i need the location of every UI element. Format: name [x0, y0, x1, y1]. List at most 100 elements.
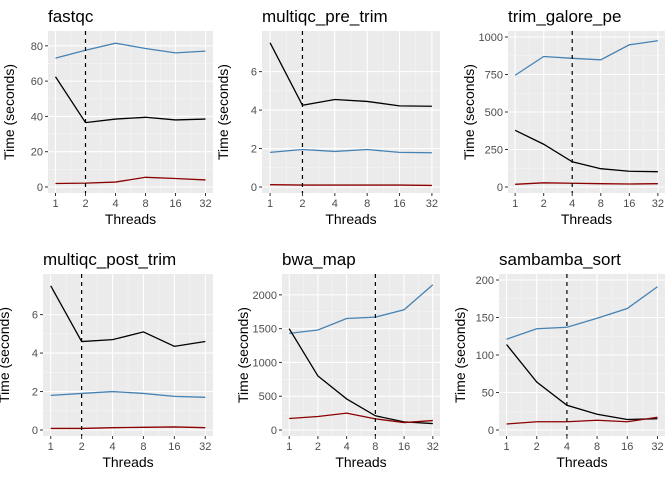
series-line-0 — [506, 286, 658, 340]
x-tick-label: 4 — [332, 198, 338, 210]
series-line-1 — [50, 285, 206, 348]
x-tick-label: 16 — [398, 441, 410, 453]
y-axis-title: Time (seconds) — [461, 64, 477, 160]
x-tick-label: 4 — [569, 198, 575, 210]
x-tick-label: 1 — [286, 441, 292, 453]
y-axis-title: Time (seconds) — [0, 307, 12, 403]
panel-trim-galore-pe: 0 250 500 750 1000 1 2 4 8 16 32 trim_galore_pe Thre… — [461, 7, 665, 227]
series-line-1 — [506, 344, 658, 421]
x-tick-label: 32 — [199, 198, 211, 210]
x-tick-label: 32 — [651, 441, 663, 453]
y-tick-label: 50 — [482, 388, 494, 400]
y-tick-label: 0 — [37, 182, 43, 194]
x-axis-title: Threads — [325, 211, 376, 227]
y-tick-label: 4 — [251, 105, 257, 117]
x-tick-label: 1 — [512, 198, 518, 210]
y-tick-label: 250 — [485, 145, 503, 157]
y-tick-label: 4 — [32, 348, 38, 360]
y-tick-label: 200 — [476, 275, 494, 287]
x-tick-label: 16 — [623, 198, 635, 210]
x-axis-title: Threads — [102, 454, 153, 470]
y-tick-label: 6 — [32, 310, 38, 322]
y-tick-label: 2 — [32, 387, 38, 399]
x-axis-title: Threads — [556, 454, 607, 470]
panel-multiqc-post-trim: 0 2 4 6 1 2 4 8 16 32 multiqc_post_trim Threads Time… — [0, 250, 213, 470]
x-tick-label: 4 — [344, 441, 350, 453]
y-tick-label: 750 — [485, 70, 503, 82]
y-tick-label: 150 — [476, 313, 494, 325]
y-tick-label: 20 — [31, 147, 43, 159]
panel-title: multiqc_post_trim — [43, 250, 176, 269]
series-line-2 — [270, 184, 432, 187]
x-tick-label: 4 — [112, 198, 118, 210]
y-tick-label: 0 — [32, 425, 38, 437]
series-line-0 — [514, 40, 658, 76]
x-tick-label: 1 — [503, 441, 509, 453]
series-line-2 — [506, 416, 658, 425]
series-line-1 — [514, 129, 658, 173]
y-tick-label: 0 — [488, 425, 494, 437]
panel-multiqc-pre-trim: 0 2 4 6 1 2 4 8 16 32 multiqc_pre_trim Threads Time … — [215, 7, 440, 227]
y-tick-label: 100 — [476, 350, 494, 362]
y-tick-label: 40 — [31, 111, 43, 123]
y-tick-label: 0 — [251, 182, 257, 194]
panel-title: fastqc — [48, 7, 94, 26]
panel-fastqc: 0 20 40 60 80 1 2 4 8 16 32 fastqc Threads Time (seco… — [1, 7, 213, 227]
series-line-0 — [270, 148, 432, 154]
series-line-1 — [269, 42, 432, 107]
x-tick-label: 16 — [393, 198, 405, 210]
series-line-0 — [50, 390, 206, 398]
x-tick-label: 1 — [48, 441, 54, 453]
x-tick-label: 16 — [169, 198, 181, 210]
panel-bwa-map: 0 500 1000 1500 2000 1 2 4 8 16 32 bwa_map Threads Ti… — [235, 250, 440, 470]
x-tick-label: 32 — [652, 198, 664, 210]
y-axis-title: Time (seconds) — [1, 64, 17, 160]
series-line-2 — [55, 176, 206, 185]
x-tick-label: 16 — [621, 441, 633, 453]
panel-title: trim_galore_pe — [508, 7, 621, 26]
x-tick-label: 8 — [594, 441, 600, 453]
x-tick-label: 1 — [267, 198, 273, 210]
x-tick-label: 32 — [427, 441, 439, 453]
panel-title: multiqc_pre_trim — [262, 7, 388, 26]
x-tick-label: 1 — [52, 198, 58, 210]
y-tick-label: 0 — [497, 182, 503, 194]
y-tick-label: 2 — [251, 144, 257, 156]
x-tick-label: 8 — [364, 198, 370, 210]
panel-title: sambamba_sort — [499, 250, 621, 269]
series-line-2 — [289, 412, 433, 424]
y-tick-label: 1000 — [479, 32, 503, 44]
series-line-0 — [55, 42, 206, 59]
y-tick-label: 1000 — [253, 357, 277, 369]
y-tick-label: 0 — [271, 425, 277, 437]
x-tick-label: 8 — [372, 441, 378, 453]
x-tick-label: 4 — [109, 441, 115, 453]
x-tick-label: 2 — [79, 441, 85, 453]
x-axis-title: Threads — [105, 211, 156, 227]
x-tick-label: 16 — [168, 441, 180, 453]
y-tick-label: 2000 — [253, 290, 277, 302]
x-tick-label: 32 — [199, 441, 211, 453]
x-tick-label: 2 — [315, 441, 321, 453]
y-tick-label: 60 — [31, 76, 43, 88]
y-axis-title: Time (seconds) — [452, 307, 468, 403]
x-tick-label: 8 — [140, 441, 146, 453]
series-line-2 — [515, 182, 658, 185]
series-line-2 — [50, 426, 206, 430]
y-tick-label: 80 — [31, 41, 43, 53]
x-tick-label: 8 — [142, 198, 148, 210]
y-axis-title: Time (seconds) — [235, 307, 251, 403]
x-axis-title: Threads — [561, 211, 612, 227]
x-tick-label: 8 — [598, 198, 604, 210]
x-tick-label: 4 — [564, 441, 570, 453]
y-tick-label: 6 — [251, 67, 257, 79]
panel-title: bwa_map — [282, 250, 356, 269]
panel-sambamba-sort: 0 50 100 150 200 1 2 4 8 16 32 sambamba_sort Threads… — [452, 250, 665, 470]
x-tick-label: 2 — [541, 198, 547, 210]
x-tick-label: 2 — [534, 441, 540, 453]
y-tick-label: 500 — [259, 391, 277, 403]
series-line-1 — [54, 76, 206, 124]
x-tick-label: 2 — [82, 198, 88, 210]
series-line-0 — [289, 284, 434, 335]
